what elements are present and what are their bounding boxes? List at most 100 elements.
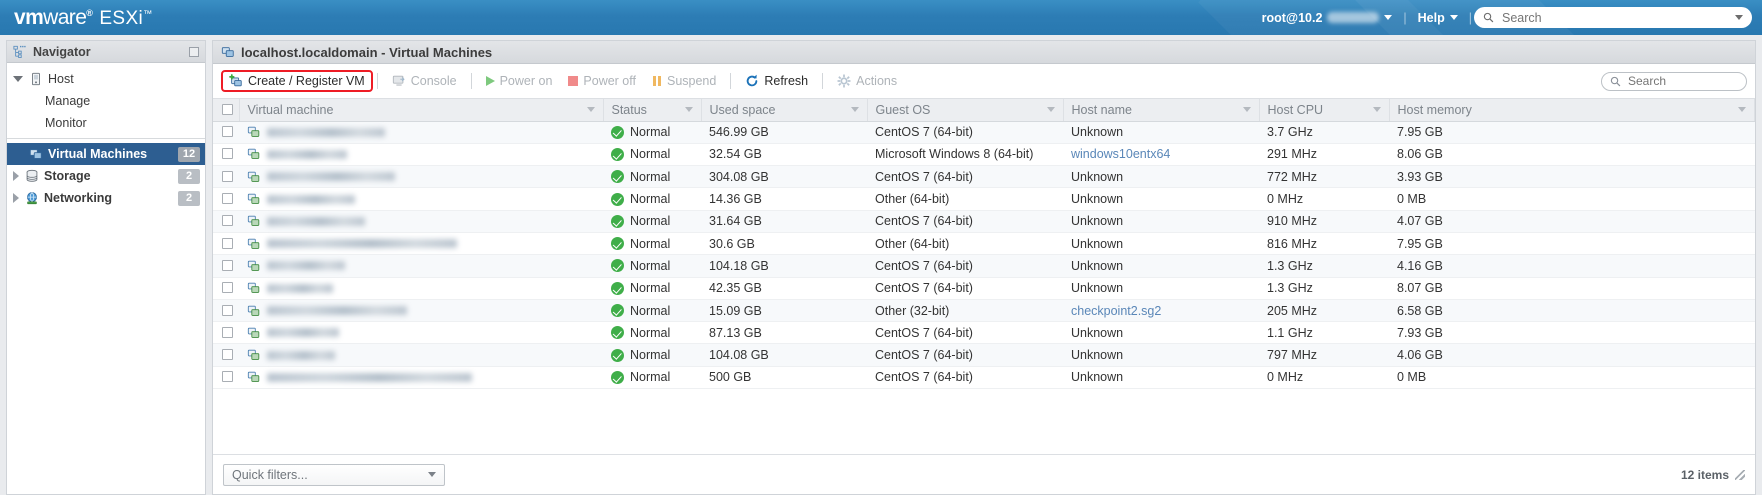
select-all-checkbox[interactable] — [222, 103, 233, 115]
table-row[interactable]: Normal 32.54 GB Microsoft Windows 8 (64-bi… — [213, 143, 1755, 167]
items-count-label: 12 items — [1680, 467, 1729, 482]
table-row[interactable]: Normal 30.6 GB Other (64-bit) Unknown 816 MH… — [213, 232, 1755, 256]
row-checkbox[interactable] — [222, 170, 233, 182]
row-checkbox[interactable] — [222, 126, 233, 138]
chevron-right-icon[interactable] — [13, 171, 19, 181]
column-header-used-space[interactable]: Used space — [701, 99, 868, 122]
sidebar-item-manage[interactable]: Manage — [7, 90, 205, 112]
row-select-cell[interactable] — [213, 210, 239, 233]
column-header-host-memory[interactable]: Host memory — [1389, 99, 1755, 122]
refresh-label: Refresh — [764, 74, 809, 88]
chevron-down-icon[interactable] — [1735, 15, 1743, 20]
row-select-cell[interactable] — [213, 321, 239, 345]
global-search[interactable] — [1474, 7, 1752, 28]
column-header-host-cpu[interactable]: Host CPU — [1259, 99, 1390, 122]
chevron-down-icon[interactable] — [1372, 107, 1381, 113]
row-checkbox[interactable] — [222, 193, 233, 205]
chevron-down-icon[interactable] — [1242, 107, 1251, 113]
select-all-header[interactable] — [213, 99, 240, 122]
collapse-panel-icon[interactable] — [189, 46, 199, 57]
row-checkbox[interactable] — [222, 237, 233, 249]
quick-filters-dropdown[interactable]: Quick filters... — [223, 463, 445, 486]
vm-name-cell[interactable] — [239, 143, 603, 167]
column-header-host-name[interactable]: Host name — [1063, 99, 1260, 122]
table-row[interactable]: Normal 546.99 GB CentOS 7 (64-bit) Unknown 3… — [213, 121, 1755, 144]
table-row[interactable]: Normal 104.18 GB CentOS 7 (64-bit) Unknown 1… — [213, 254, 1755, 278]
help-menu[interactable]: Help — [1409, 11, 1467, 25]
row-checkbox[interactable] — [222, 215, 233, 227]
table-row[interactable]: Normal 31.64 GB CentOS 7 (64-bit) Unknown 91… — [213, 210, 1755, 233]
vm-name-cell[interactable] — [239, 232, 603, 256]
column-header-virtual-machine[interactable]: Virtual machine — [239, 99, 604, 122]
global-search-input[interactable] — [1500, 9, 1729, 26]
row-select-cell[interactable] — [213, 121, 239, 144]
table-row[interactable]: Normal 500 GB CentOS 7 (64-bit) Unknown 0 MH… — [213, 366, 1755, 390]
vm-icon — [247, 149, 260, 160]
row-select-cell[interactable] — [213, 343, 239, 367]
chevron-down-icon[interactable] — [1046, 107, 1055, 113]
vm-name-cell[interactable] — [239, 165, 603, 189]
row-select-cell[interactable] — [213, 143, 239, 167]
column-header-status[interactable]: Status — [603, 99, 702, 122]
toolbar-separator — [822, 73, 824, 89]
row-checkbox[interactable] — [222, 282, 233, 294]
sidebar-item-storage[interactable]: Storage 2 — [7, 165, 205, 187]
vm-name-cell[interactable] — [239, 187, 603, 211]
row-select-cell[interactable] — [213, 366, 239, 390]
row-checkbox[interactable] — [222, 371, 233, 383]
chevron-right-icon[interactable] — [13, 193, 19, 203]
chevron-down-icon[interactable] — [684, 107, 693, 113]
column-header-guest-os[interactable]: Guest OS — [867, 99, 1064, 122]
power-off-button[interactable]: Power off — [560, 71, 644, 91]
refresh-button[interactable]: Refresh — [737, 71, 816, 91]
chevron-down-icon[interactable] — [1738, 107, 1746, 113]
create-register-vm-button[interactable]: Create / Register VM — [221, 70, 373, 92]
actions-button[interactable]: Actions — [829, 71, 905, 91]
row-checkbox[interactable] — [222, 349, 233, 361]
chevron-down-icon[interactable] — [13, 76, 23, 82]
row-checkbox[interactable] — [222, 304, 233, 316]
app-body: Navigator Host Manage — [0, 35, 1762, 495]
table-row[interactable]: Normal 42.35 GB CentOS 7 (64-bit) Unknown 1.… — [213, 277, 1755, 300]
vm-name-cell[interactable] — [239, 343, 603, 367]
resize-grip-icon[interactable] — [1735, 469, 1745, 480]
user-menu[interactable]: root@10.2 — [1253, 11, 1402, 25]
host-name-link[interactable]: windows10entx64 — [1071, 147, 1171, 162]
power-on-button[interactable]: Power on — [478, 71, 561, 91]
chevron-down-icon[interactable] — [586, 107, 595, 113]
sidebar-item-virtual-machines[interactable]: Virtual Machines 12 — [7, 143, 205, 165]
sidebar-item-monitor[interactable]: Monitor — [7, 112, 205, 134]
sidebar-item-host[interactable]: Host — [7, 68, 205, 90]
row-select-cell[interactable] — [213, 187, 239, 211]
vm-name-cell[interactable] — [239, 277, 603, 300]
chevron-down-icon[interactable] — [428, 472, 436, 477]
vm-name-cell[interactable] — [239, 366, 603, 390]
row-checkbox[interactable] — [222, 259, 233, 271]
vm-name-cell[interactable] — [239, 321, 603, 345]
table-row[interactable]: Normal 87.13 GB CentOS 7 (64-bit) Unknown 1.… — [213, 321, 1755, 345]
vm-search[interactable] — [1601, 71, 1762, 91]
sidebar-badge-count: 2 — [178, 168, 200, 184]
vm-name-cell[interactable] — [239, 254, 603, 278]
vm-search-input[interactable] — [1626, 73, 1762, 89]
host-name-link[interactable]: checkpoint2.sg2 — [1071, 303, 1162, 318]
row-checkbox[interactable] — [222, 148, 233, 160]
table-row[interactable]: Normal 14.36 GB Other (64-bit) Unknown 0 MHz… — [213, 187, 1755, 211]
table-row[interactable]: Normal 15.09 GB Other (32-bit) checkpoint2.… — [213, 299, 1755, 323]
row-select-cell[interactable] — [213, 165, 239, 189]
table-row[interactable]: Normal 104.08 GB CentOS 7 (64-bit) Unknown 7… — [213, 343, 1755, 367]
sidebar-item-networking[interactable]: Networking 2 — [7, 187, 205, 209]
table-row[interactable]: Normal 304.08 GB CentOS 7 (64-bit) Unknown 7… — [213, 165, 1755, 189]
row-checkbox[interactable] — [222, 326, 233, 338]
row-select-cell[interactable] — [213, 254, 239, 278]
chevron-down-icon[interactable] — [850, 107, 859, 113]
row-select-cell[interactable] — [213, 299, 239, 323]
vm-name-cell[interactable] — [239, 210, 603, 233]
console-button[interactable]: Console — [384, 71, 465, 91]
suspend-button[interactable]: Suspend — [644, 71, 724, 91]
row-select-cell[interactable] — [213, 232, 239, 256]
vm-name-cell[interactable] — [239, 299, 603, 323]
vm-name-cell[interactable] — [239, 121, 603, 144]
vm-table-header: Virtual machine Status Used space Guest … — [213, 99, 1755, 122]
row-select-cell[interactable] — [213, 277, 239, 300]
